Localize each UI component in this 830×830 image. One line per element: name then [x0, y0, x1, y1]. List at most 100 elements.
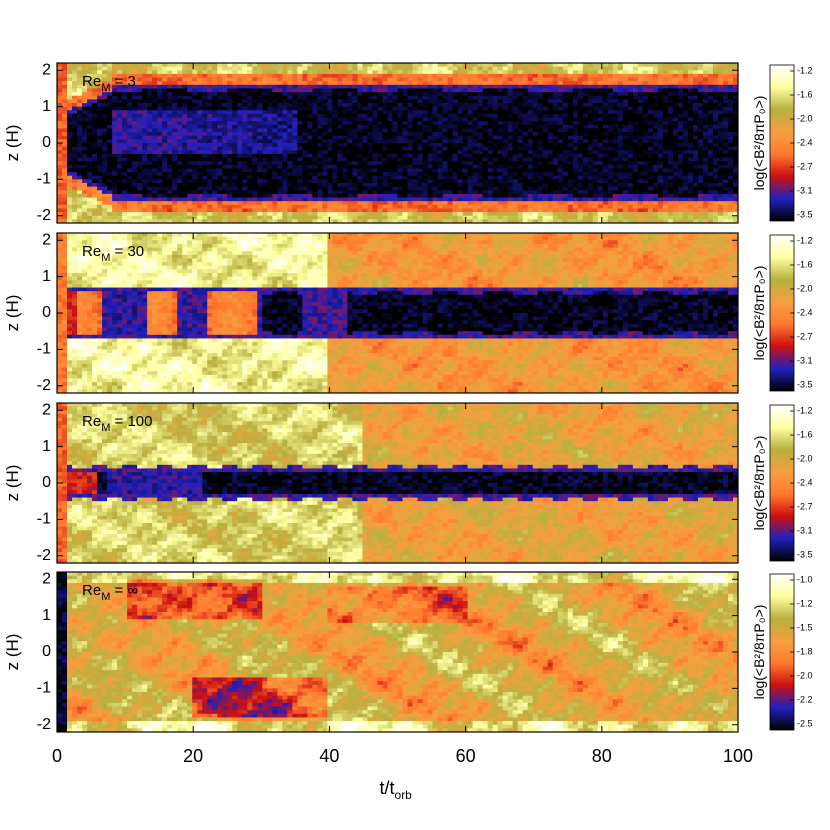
heatmap-cell [617, 186, 624, 191]
heatmap-cell [557, 143, 564, 148]
heatmap-cell [237, 63, 243, 68]
heatmap-cell [527, 124, 534, 130]
heatmap-cell [447, 157, 454, 162]
heatmap-cell [342, 179, 349, 184]
heatmap-cell [607, 99, 614, 104]
heatmap-cell [182, 175, 188, 180]
heatmap-cell [637, 113, 644, 119]
heatmap-cell [537, 172, 544, 177]
heatmap-cell [217, 150, 223, 155]
heatmap-cell [297, 135, 303, 140]
heatmap-cell [582, 70, 589, 75]
heatmap-cell [162, 73, 168, 79]
heatmap-cell [587, 143, 594, 148]
heatmap-cell [57, 150, 63, 155]
heatmap-cell [152, 113, 158, 119]
heatmap-cell [707, 66, 714, 71]
heatmap-cell [162, 146, 168, 151]
heatmap-cell [127, 66, 133, 71]
heatmap-cell [547, 168, 554, 173]
heatmap-cell [677, 132, 684, 137]
heatmap-cell [512, 183, 519, 188]
heatmap-cell [557, 128, 564, 133]
heatmap-cell [417, 161, 424, 166]
heatmap-cell [337, 193, 344, 199]
heatmap-cell [392, 110, 399, 115]
heatmap-cell [487, 161, 494, 166]
heatmap-cell [452, 146, 459, 151]
heatmap-cell [627, 172, 634, 177]
heatmap-cell [147, 132, 153, 137]
heatmap-cell [277, 175, 283, 180]
heatmap-cell [352, 161, 359, 166]
heatmap-cell [577, 63, 584, 68]
heatmap-cell [602, 146, 609, 151]
heatmap-cell [92, 150, 98, 155]
heatmap-cell [532, 124, 539, 130]
heatmap-cell [142, 161, 148, 166]
heatmap-cell [252, 132, 258, 137]
heatmap-cell [167, 63, 173, 68]
heatmap-cell [167, 139, 173, 144]
heatmap-cell [392, 164, 399, 170]
heatmap-cell [72, 77, 78, 82]
heatmap-cell [697, 179, 704, 184]
heatmap-cell [132, 153, 138, 159]
heatmap-cell [462, 132, 469, 137]
heatmap-cell [202, 88, 208, 93]
heatmap-cell [632, 63, 639, 68]
heatmap-cell [522, 110, 529, 115]
heatmap-cell [467, 132, 474, 137]
heatmap-cell [62, 146, 68, 151]
heatmap-cell [547, 146, 554, 151]
heatmap-cell [472, 168, 479, 173]
heatmap-cell [202, 132, 208, 137]
heatmap-cell [147, 139, 153, 144]
heatmap-cell [142, 99, 148, 104]
heatmap-cell [667, 164, 674, 170]
heatmap-cell [637, 73, 644, 79]
heatmap-cell [442, 73, 449, 79]
heatmap-cell [667, 95, 674, 100]
heatmap-cell [707, 139, 714, 144]
heatmap-cell [382, 117, 389, 122]
heatmap-cell [667, 132, 674, 137]
heatmap-cell [202, 81, 208, 86]
heatmap-cell [342, 103, 349, 108]
heatmap-cell [147, 183, 153, 188]
heatmap-cell [307, 77, 313, 82]
heatmap-cell [507, 99, 514, 104]
heatmap-cell [62, 168, 68, 173]
heatmap-cell [687, 168, 694, 173]
heatmap-cell [312, 153, 318, 159]
heatmap-cell [537, 77, 544, 82]
heatmap-cell [597, 63, 604, 68]
heatmap-cell [322, 121, 328, 126]
heatmap-cell [112, 183, 118, 188]
heatmap-cell [647, 128, 654, 133]
heatmap-cell [222, 99, 228, 104]
heatmap-cell [452, 95, 459, 100]
heatmap-cell [507, 77, 514, 82]
heatmap-cell [217, 63, 223, 68]
heatmap-cell [702, 168, 709, 173]
heatmap-cell [372, 70, 379, 75]
heatmap-cell [82, 132, 88, 137]
heatmap-cell [227, 168, 233, 173]
heatmap-cell [512, 172, 519, 177]
heatmap-cell [257, 92, 263, 97]
heatmap-cell [687, 70, 694, 75]
heatmap-cell [417, 121, 424, 126]
heatmap-cell [217, 146, 223, 151]
heatmap-cell [622, 153, 629, 159]
heatmap-cell [292, 99, 298, 104]
heatmap-cell [357, 175, 364, 180]
heatmap-cell [237, 193, 243, 199]
heatmap-cell [482, 135, 489, 140]
heatmap-cell [127, 73, 133, 79]
heatmap-cell [587, 63, 594, 68]
heatmap-cell [62, 70, 68, 75]
heatmap-cell [367, 143, 374, 148]
heatmap-cell [252, 95, 258, 100]
heatmap-cell [102, 139, 108, 144]
